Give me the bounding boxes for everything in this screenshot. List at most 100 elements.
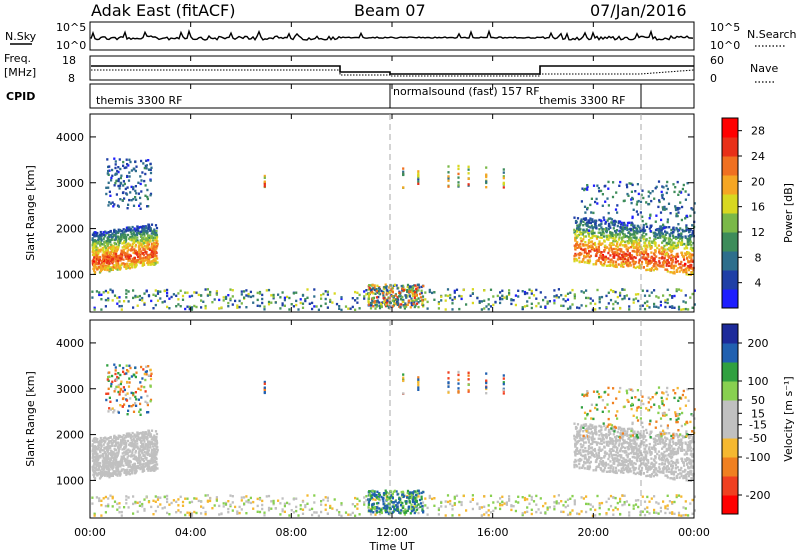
velocity-cell (427, 507, 429, 509)
velocity-cell (650, 457, 652, 459)
power-cell (146, 164, 148, 166)
velocity-cell (112, 467, 114, 469)
power-cell (672, 242, 674, 244)
velocity-cell (288, 503, 290, 505)
velocity-cell (590, 508, 592, 510)
power-cell (479, 300, 481, 302)
power-cell (143, 303, 145, 305)
velocity-cell (601, 502, 603, 504)
velocity-cell (116, 379, 118, 381)
power-cell (573, 258, 575, 260)
power-cell (670, 249, 672, 251)
velocity-cell (164, 506, 166, 508)
power-cell (106, 252, 108, 254)
power-cell (644, 302, 646, 304)
power-cell (592, 212, 594, 214)
power-cell (166, 289, 168, 291)
power-cell (115, 267, 117, 269)
power-cell (378, 301, 380, 303)
velocity-cell (447, 501, 449, 503)
power-cell (129, 229, 131, 231)
velocity-cell (126, 453, 128, 455)
power-cell (270, 302, 272, 304)
velocity-cell (152, 445, 154, 447)
power-cell (143, 229, 145, 231)
power-cell (485, 174, 487, 176)
velocity-cell (279, 513, 281, 515)
velocity-cell (93, 450, 95, 452)
velocity-cell (129, 465, 131, 467)
power-cell (264, 185, 266, 187)
colorbar-segment (722, 213, 738, 233)
power-cell (157, 300, 159, 302)
power-cell (118, 300, 120, 302)
power-cell (676, 253, 678, 255)
power-cell (195, 292, 197, 294)
power-cell (680, 289, 682, 291)
power-cell (93, 250, 95, 252)
velocity-cell (95, 457, 97, 459)
power-cell (515, 294, 517, 296)
velocity-cell (309, 509, 311, 511)
power-cell (118, 305, 120, 307)
velocity-cell (124, 389, 126, 391)
velocity-cell (151, 441, 153, 443)
power-cell (374, 293, 376, 295)
power-cell (658, 306, 660, 308)
velocity-cell (100, 500, 102, 502)
velocity-cell (140, 414, 142, 416)
power-cell (601, 296, 603, 298)
power-cell (98, 260, 100, 262)
power-cell (145, 184, 147, 186)
velocity-cell (141, 505, 143, 507)
power-cell (146, 189, 148, 191)
power-cell (622, 229, 624, 231)
power-cell (119, 198, 121, 200)
velocity-cell (116, 503, 118, 505)
power-cell (619, 181, 621, 183)
velocity-cell (145, 444, 147, 446)
velocity-cell (653, 495, 655, 497)
power-cell (490, 289, 492, 291)
power-cell (150, 194, 152, 196)
power-cell (105, 299, 107, 301)
velocity-cell (599, 507, 601, 509)
velocity-cell (127, 440, 129, 442)
power-cell (293, 292, 295, 294)
velocity-cell (91, 497, 93, 499)
power-cell (198, 294, 200, 296)
velocity-cell (680, 515, 682, 517)
power-cell (589, 226, 591, 228)
power-cell (408, 300, 410, 302)
velocity-cell (225, 503, 227, 505)
power-cell (619, 292, 621, 294)
power-cell (510, 299, 512, 301)
velocity-cell (146, 462, 148, 464)
velocity-cell (268, 509, 270, 511)
power-cell (133, 168, 135, 170)
velocity-cell (581, 510, 583, 512)
power-cell (138, 245, 140, 247)
power-cell (457, 176, 459, 178)
velocity-cell (365, 495, 367, 497)
power-cell (150, 264, 152, 266)
power-cell (98, 291, 100, 293)
power-cell (658, 180, 660, 182)
power-cell (624, 228, 626, 230)
freq-left-tick-top: 18 (62, 54, 76, 67)
power-cell (685, 237, 687, 239)
velocity-cell (93, 462, 95, 464)
velocity-cell (628, 511, 630, 513)
y-tick-label: 2000 (56, 223, 84, 236)
velocity-cell (327, 499, 329, 501)
velocity-cell (667, 495, 669, 497)
power-cell (575, 243, 577, 245)
power-cell (618, 222, 620, 224)
velocity-cell (644, 514, 646, 516)
power-cell (526, 292, 528, 294)
velocity-cell (295, 498, 297, 500)
power-cell (447, 171, 449, 173)
power-cell (657, 206, 659, 208)
velocity-cell (320, 511, 322, 513)
power-cell (143, 180, 145, 182)
